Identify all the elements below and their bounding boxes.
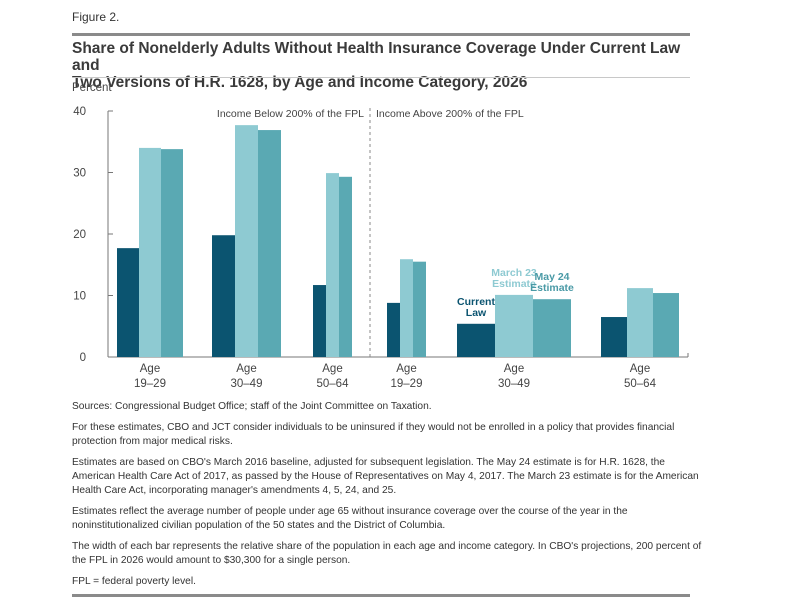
y-tick-label: 30 bbox=[73, 168, 86, 180]
note-baseline: Estimates are based on CBO's March 2016 … bbox=[72, 457, 699, 496]
note-sources: Sources: Congressional Budget Office; st… bbox=[72, 401, 432, 412]
x-tick-label-line1: Age bbox=[630, 363, 650, 375]
x-tick-label-line2: 30–49 bbox=[231, 378, 263, 390]
bar-march-23-estimate bbox=[495, 294, 533, 357]
bar-march-23-estimate bbox=[235, 125, 258, 358]
x-axis-labels: Age 19–29 Age 30–49 Age 50–64 Age 19–29 Age 30–49… bbox=[134, 363, 657, 390]
panel-label-above-200: Income Above 200% of the FPL bbox=[376, 108, 524, 120]
x-tick-label-line1: Age bbox=[140, 363, 160, 375]
note-fpl: FPL = federal poverty level. bbox=[72, 576, 196, 587]
legend-label-march-23-estimate: Estimate bbox=[492, 278, 536, 290]
bar-march-23-estimate bbox=[400, 259, 413, 357]
bar-may-24-estimate bbox=[258, 130, 281, 357]
title-line-1: Share of Nonelderly Adults Without Healt… bbox=[72, 40, 681, 74]
bar-chart: 0 10 20 30 40 Age 19–29 Age 30–49 Age 50–64 Age 19–… bbox=[73, 106, 689, 390]
bar-may-24-estimate bbox=[653, 293, 679, 357]
x-tick-label-line1: Age bbox=[396, 363, 416, 375]
panel-labels: Income Below 200% of the FPL Income Above… bbox=[217, 108, 524, 357]
y-tick-label: 40 bbox=[73, 106, 86, 118]
bar-current-law bbox=[387, 302, 400, 357]
x-tick-label-line2: 19–29 bbox=[134, 378, 166, 390]
bar-march-23-estimate bbox=[326, 173, 339, 357]
legend-label-march-23-estimate: March 23 bbox=[491, 267, 537, 279]
legend-label-current-law: Law bbox=[466, 307, 487, 319]
bar-may-24-estimate bbox=[533, 299, 571, 357]
x-tick-label-line2: 19–29 bbox=[391, 378, 423, 390]
note-bar-width: The width of each bar represents the rel… bbox=[72, 541, 702, 566]
bar-current-law bbox=[457, 323, 495, 357]
x-tick-label-line2: 50–64 bbox=[317, 378, 350, 390]
bar-may-24-estimate bbox=[161, 149, 183, 357]
legend-label-may-24-estimate: May 24 bbox=[534, 271, 569, 283]
x-tick-label-line2: 30–49 bbox=[498, 378, 530, 390]
bar-march-23-estimate bbox=[627, 288, 653, 357]
title-line-2: Two Versions of H.R. 1628, by Age and In… bbox=[72, 74, 528, 91]
legend-label-may-24-estimate: Estimate bbox=[530, 282, 574, 294]
x-tick-label-line2: 50–64 bbox=[624, 378, 657, 390]
bars bbox=[117, 125, 679, 358]
bar-current-law bbox=[313, 285, 326, 357]
y-axis-label: Percent bbox=[72, 82, 112, 94]
legend-label-current-law: Current bbox=[457, 296, 495, 308]
x-tick-label-line1: Age bbox=[504, 363, 524, 375]
y-tick-label: 0 bbox=[80, 352, 86, 364]
bar-may-24-estimate bbox=[339, 176, 352, 357]
bar-current-law bbox=[601, 317, 627, 357]
x-tick-label-line1: Age bbox=[236, 363, 256, 375]
bottom-rule bbox=[72, 594, 690, 597]
bar-current-law bbox=[212, 235, 235, 357]
bar-may-24-estimate bbox=[413, 261, 426, 357]
note-uninsured-definition: For these estimates, CBO and JCT conside… bbox=[72, 422, 675, 447]
top-rule bbox=[72, 33, 690, 36]
x-tick-label-line1: Age bbox=[322, 363, 342, 375]
bar-current-law bbox=[117, 248, 139, 357]
y-tick-label: 20 bbox=[73, 229, 86, 241]
bar-march-23-estimate bbox=[139, 147, 161, 357]
notes: Sources: Congressional Budget Office; st… bbox=[72, 400, 702, 596]
figure-label: Figure 2. bbox=[72, 10, 120, 24]
note-average: Estimates reflect the average number of … bbox=[72, 506, 628, 531]
title-rule bbox=[72, 77, 690, 78]
y-tick-label: 10 bbox=[73, 291, 86, 303]
panel-label-below-200: Income Below 200% of the FPL bbox=[217, 108, 364, 120]
chart-title: Share of Nonelderly Adults Without Healt… bbox=[72, 40, 692, 91]
